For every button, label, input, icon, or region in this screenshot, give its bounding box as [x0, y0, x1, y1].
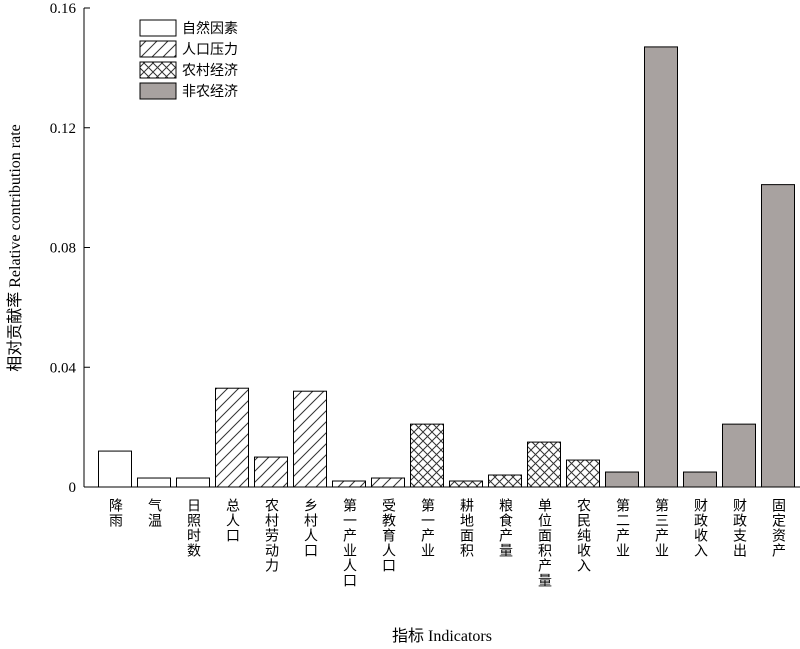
x-tick-label: 单位面积产量	[536, 498, 552, 588]
y-axis: 0 0.04 0.08 0.12 0.16	[50, 1, 90, 496]
x-tick-label: 农村劳动力	[263, 498, 279, 573]
x-tick-label: 总人口	[224, 498, 240, 543]
legend-label: 自然因素	[182, 20, 238, 37]
x-tick-label: 粮食产量	[497, 498, 513, 558]
bar	[176, 477, 210, 488]
x-tick-label: 第三产业	[653, 497, 669, 558]
bar	[293, 390, 327, 488]
bar	[488, 474, 522, 488]
bars	[98, 46, 795, 488]
y-tick-label: 0.04	[50, 360, 77, 376]
x-tick-label: 固定资产	[770, 498, 786, 558]
y-tick-label: 0.12	[50, 121, 76, 137]
x-tick-label: 财政收入	[692, 498, 708, 558]
legend-label: 人口压力	[182, 42, 238, 58]
bar	[683, 471, 717, 488]
x-tick-label: 乡村人口	[302, 498, 318, 558]
x-axis-label: 指标 Indicators	[392, 627, 492, 645]
x-axis-tick-labels: 降雨 气温 日照时数 总人口 农村劳动力 乡村人口 第一产业人口 受教育人口 第一产业 耕地面积 粮…	[107, 497, 786, 588]
x-tick-label: 受教育人口	[380, 498, 396, 573]
legend-label: 农村经济	[182, 63, 238, 79]
x-tick-label: 农民纯收入	[575, 498, 591, 573]
legend-swatch	[139, 19, 177, 37]
x-tick-label: 第一产业	[419, 497, 435, 558]
legend-swatch	[139, 82, 177, 100]
bar	[566, 459, 600, 488]
bar	[722, 423, 756, 488]
y-axis-label: 相对贡献率 Relative contribution rate	[6, 124, 24, 372]
bar	[527, 441, 561, 488]
bar	[254, 456, 288, 488]
bar	[332, 480, 366, 488]
x-tick-label: 耕地面积	[458, 497, 474, 558]
x-tick-label: 日照时数	[185, 498, 201, 558]
y-tick-label: 0.16	[50, 1, 77, 17]
bar	[449, 480, 483, 488]
x-tick-label: 气温	[146, 498, 162, 528]
bar	[605, 471, 639, 488]
y-tick-label: 0.08	[50, 241, 76, 257]
x-tick-label: 降雨	[107, 498, 123, 528]
bar	[371, 477, 405, 488]
bar	[761, 184, 795, 488]
legend-swatch	[139, 61, 177, 79]
y-tick-label: 0	[69, 480, 77, 496]
legend-label: 非农经济	[182, 84, 238, 100]
bar	[137, 477, 171, 488]
bar	[98, 450, 132, 488]
bar	[644, 46, 678, 488]
x-tick-label: 第二产业	[614, 497, 630, 558]
x-tick-label: 财政支出	[731, 498, 747, 558]
x-tick-label: 第一产业人口	[341, 497, 357, 588]
bar	[410, 423, 444, 488]
legend-swatch	[139, 40, 177, 58]
bar	[215, 387, 249, 488]
